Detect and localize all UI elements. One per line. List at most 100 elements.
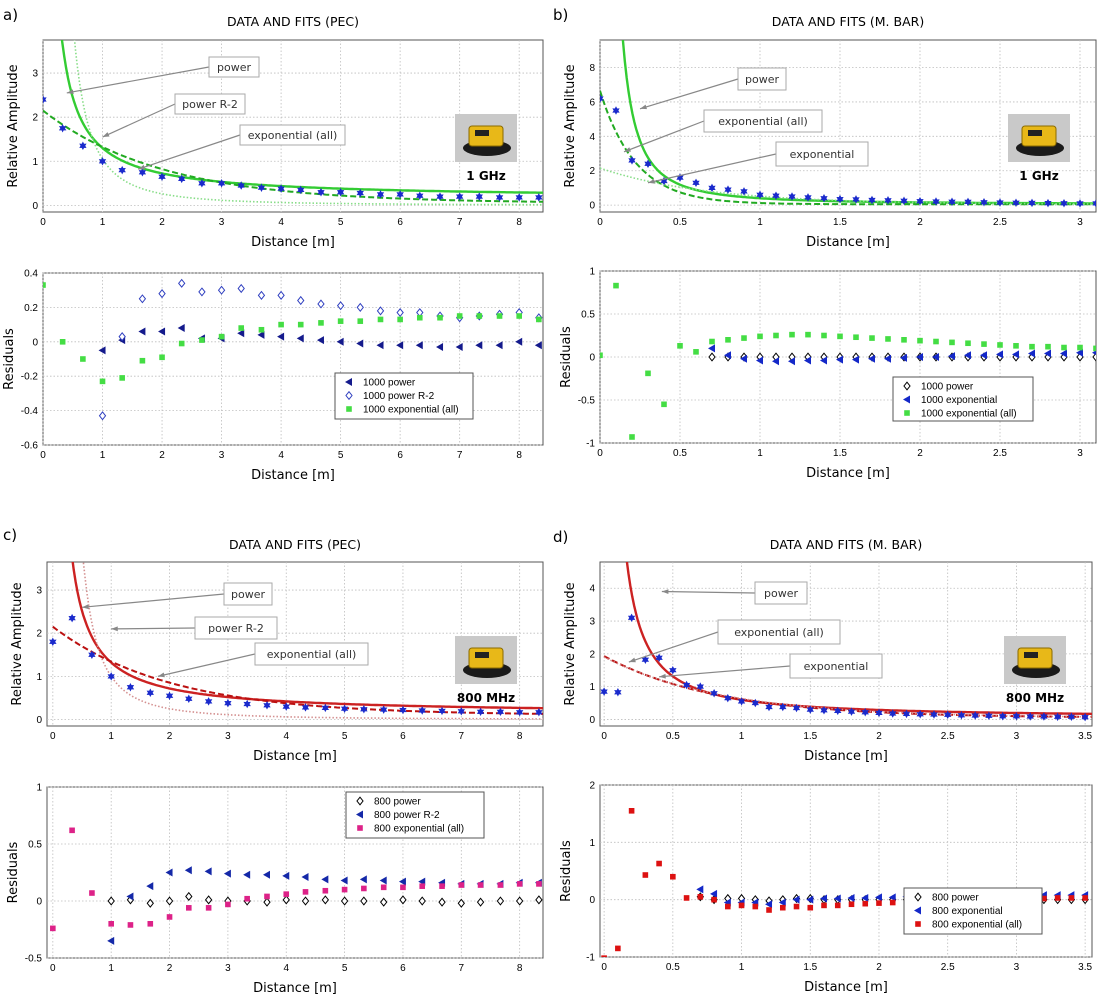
plot-content	[43, 278, 543, 421]
data-point	[627, 613, 636, 623]
data-point	[535, 895, 543, 905]
data-point	[418, 706, 426, 715]
annotation-text: exponential (all)	[718, 115, 808, 128]
annotation-box	[239, 124, 346, 146]
y-axis-label: Relative Amplitude	[6, 64, 21, 187]
data-point	[336, 301, 345, 311]
data-point	[58, 123, 67, 133]
x-tick-label: 1.5	[833, 448, 847, 459]
x-tick-label: 2	[917, 217, 923, 228]
x-tick-label: 3	[219, 217, 225, 228]
data-point	[418, 896, 426, 906]
annotation-arrow	[661, 590, 756, 594]
y-tick-label: 0	[36, 897, 42, 908]
x-tick-label: 3	[1014, 731, 1020, 742]
data-point	[178, 340, 185, 347]
data-point	[1081, 712, 1089, 722]
data-point	[238, 325, 245, 331]
annotation-text: exponential (all)	[267, 648, 357, 661]
annotation-box	[223, 582, 273, 606]
data-point	[138, 168, 147, 177]
data-point	[416, 314, 423, 321]
data-point	[224, 698, 232, 708]
data-point	[237, 181, 245, 190]
chart-title: DATA AND FITS (PEC)	[229, 537, 361, 552]
data-point	[356, 339, 364, 348]
chart-title: DATA AND FITS (PEC)	[227, 14, 359, 29]
data-point	[376, 306, 385, 316]
annotation-arrow	[639, 78, 739, 110]
x-tick-label: 2	[167, 963, 173, 974]
y-tick-label: 4	[589, 584, 595, 595]
data-point	[396, 190, 404, 199]
legend: 800 power 800 power R-2 800 exponential (a…	[345, 791, 485, 839]
data-point	[930, 710, 938, 719]
data-point	[1013, 343, 1019, 349]
data-point	[277, 332, 285, 341]
legend-entry: 800 exponential (all)	[374, 824, 464, 835]
frequency-label: 1 GHz	[1019, 169, 1058, 183]
antenna-device-icon	[455, 636, 517, 684]
x-tick-label: 0.5	[673, 448, 687, 459]
data-point	[944, 710, 952, 720]
data-point	[146, 898, 154, 908]
y-tick-label: 0	[589, 353, 595, 364]
data-point	[496, 707, 505, 717]
annotation-text: exponential (all)	[248, 129, 338, 142]
x-axis-label: Distance [m]	[806, 235, 890, 250]
y-tick-label: 2	[589, 781, 595, 792]
chart-b-bottom: 0 0.5 1 1.5 2 2.5 3 -1 -0.5 0 0.5 1 Distance [m] Resi…	[559, 267, 1097, 481]
data-point	[708, 344, 715, 353]
x-tick-label: 2.5	[993, 448, 1007, 459]
annotation-text: power R-2	[208, 622, 264, 635]
annotation-box	[754, 581, 808, 605]
data-point	[697, 894, 704, 900]
data-point	[804, 193, 812, 202]
y-tick-label: 0.2	[24, 303, 38, 314]
annotation-callout: exponential	[659, 653, 883, 679]
data-point	[949, 339, 955, 346]
x-tick-label: 4	[278, 450, 284, 461]
x-tick-label: 0	[601, 731, 607, 742]
data-point	[964, 351, 971, 360]
y-tick-label: 1	[589, 838, 595, 849]
data-point	[778, 898, 786, 907]
x-tick-label: 5	[338, 217, 344, 228]
data-point	[661, 401, 667, 408]
data-point	[204, 697, 213, 706]
data-point	[127, 922, 134, 928]
data-point	[1082, 895, 1088, 901]
data-point	[301, 703, 310, 712]
data-point	[788, 357, 795, 366]
annotation-arrow	[102, 103, 176, 138]
x-tick-label: 2	[876, 731, 882, 742]
data-point	[158, 289, 166, 299]
data-point	[399, 895, 407, 905]
data-point	[297, 321, 304, 328]
x-tick-label: 4	[278, 217, 284, 228]
data-point	[725, 903, 731, 910]
x-tick-label: 1	[108, 963, 114, 974]
data-point	[185, 905, 192, 911]
annotation-text: power	[764, 587, 798, 600]
data-point	[515, 896, 524, 906]
data-point	[158, 327, 166, 336]
data-point	[198, 179, 206, 188]
legend-entry: 1000 exponential	[921, 395, 997, 406]
data-point	[737, 697, 746, 706]
annotation-arrow	[659, 665, 791, 678]
device-handle	[475, 130, 489, 136]
y-tick-label: 0.5	[28, 840, 42, 851]
data-point	[1067, 712, 1076, 722]
data-point	[738, 902, 745, 909]
legend-marker	[903, 395, 910, 404]
data-point	[515, 707, 524, 717]
arrowhead-icon	[648, 178, 655, 184]
data-point	[396, 307, 404, 318]
legend-entry: 1000 power	[363, 378, 416, 389]
data-point	[257, 183, 266, 192]
data-point	[629, 434, 635, 440]
frequency-label: 1 GHz	[466, 169, 505, 183]
data-point	[166, 914, 173, 920]
data-point	[900, 353, 907, 362]
